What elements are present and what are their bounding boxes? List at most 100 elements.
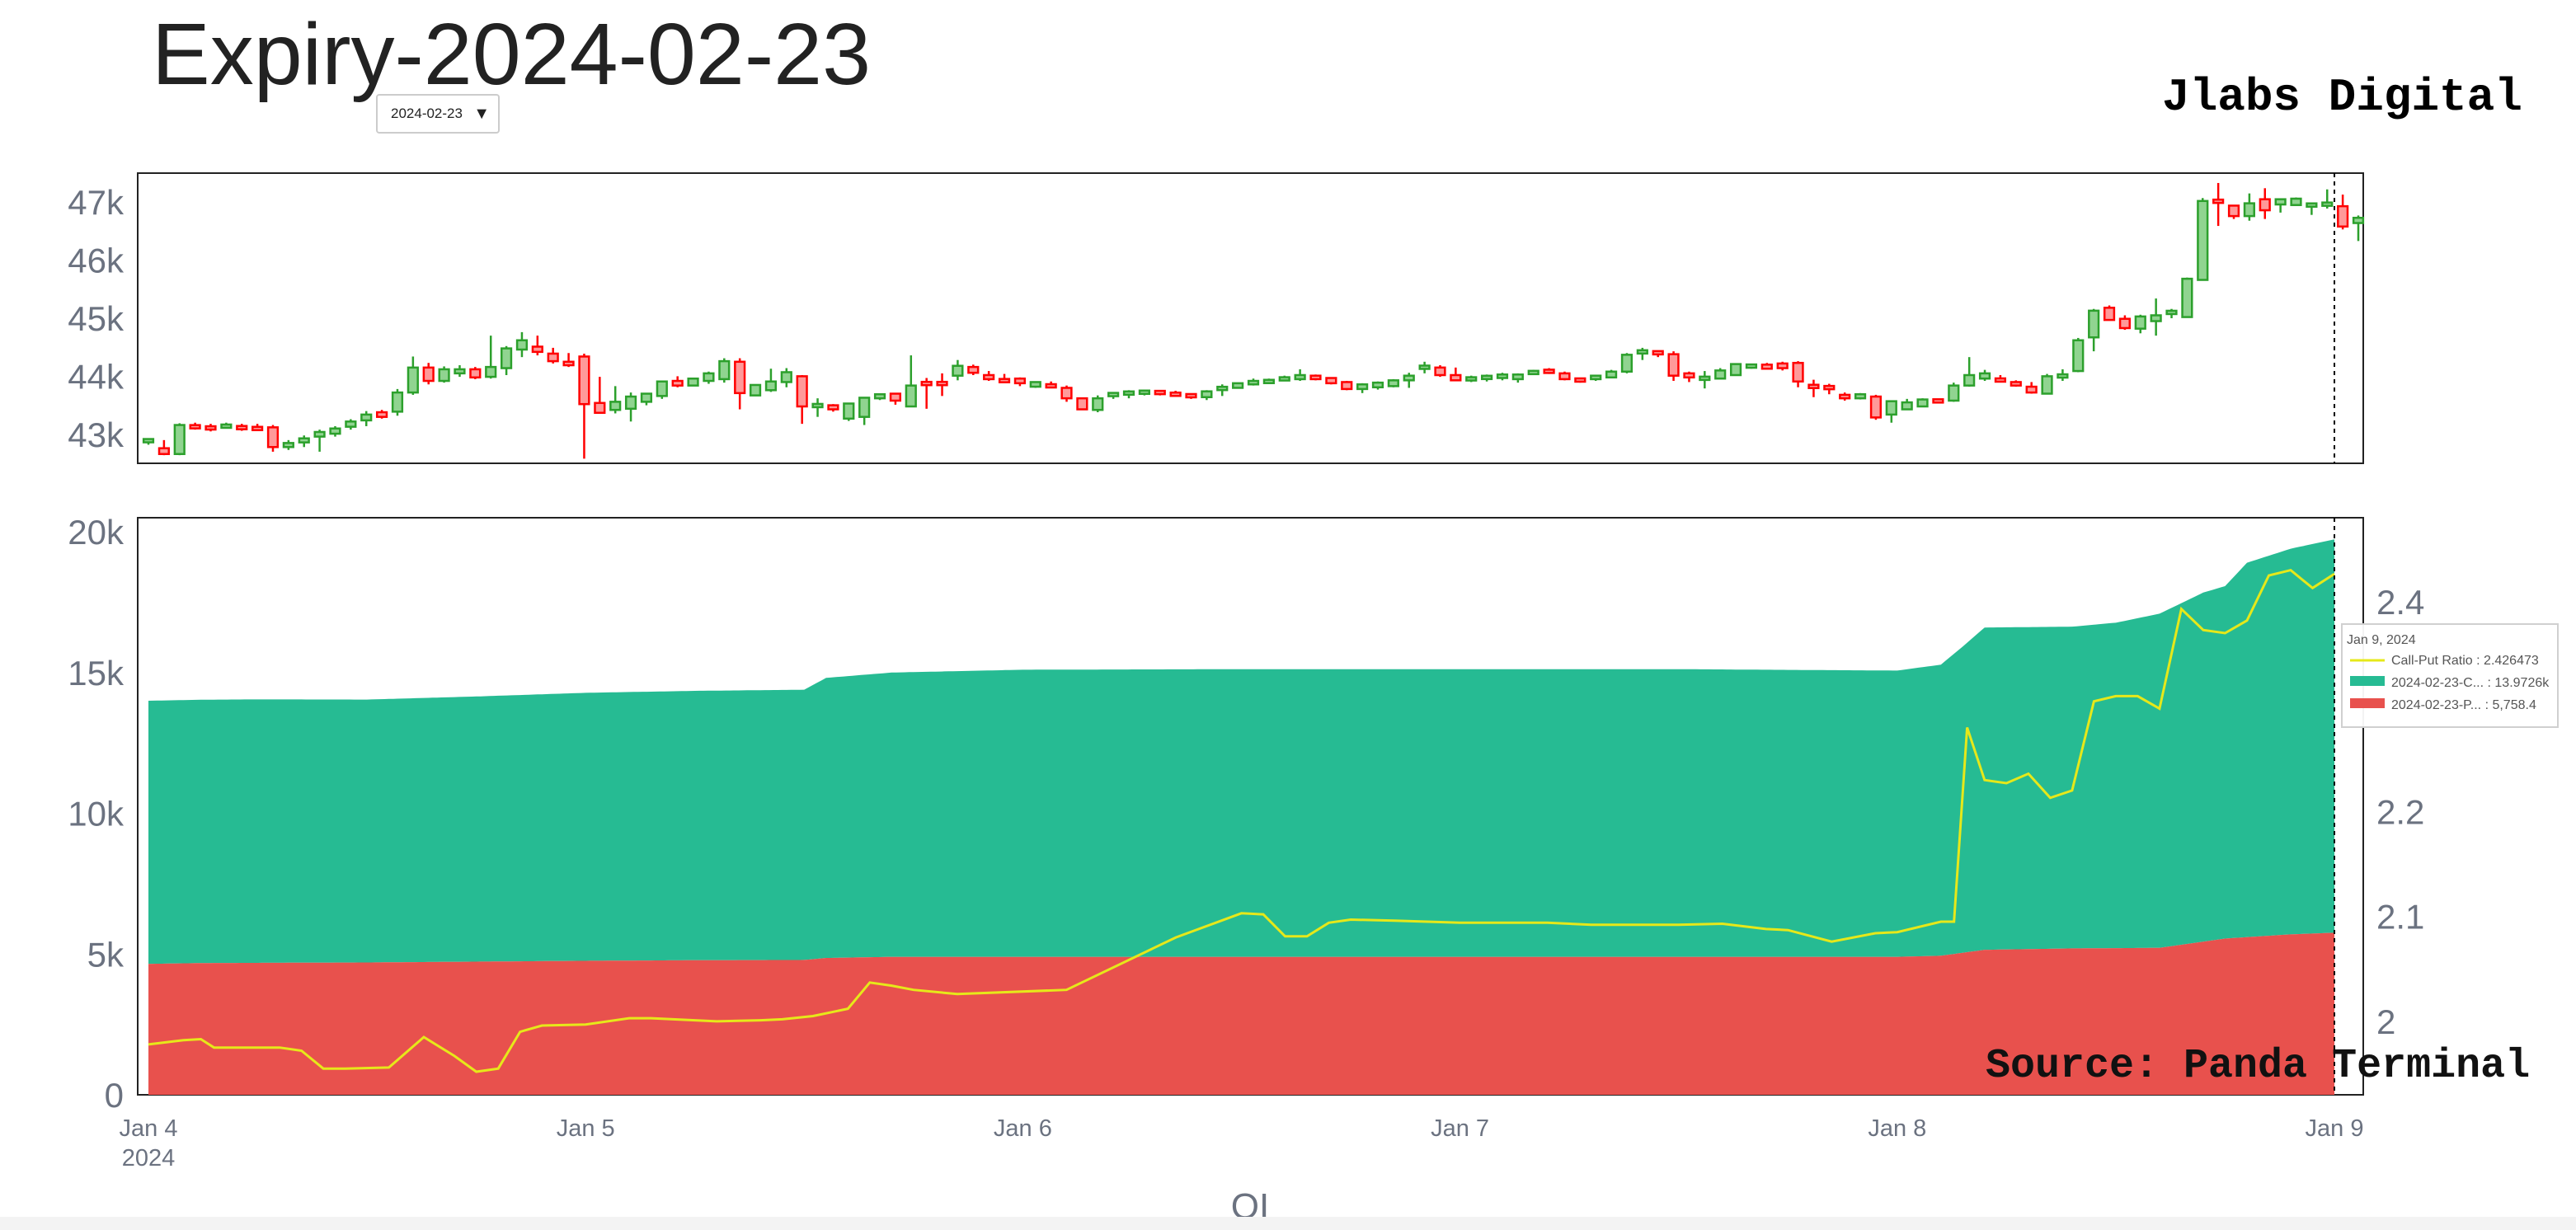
candle-body: [1450, 373, 1462, 382]
candle-body: [2010, 381, 2022, 387]
candle: [1916, 398, 1929, 408]
candle-body: [1901, 401, 1913, 411]
candle: [266, 425, 280, 452]
candle-body: [1154, 389, 1166, 396]
candle: [329, 425, 341, 437]
candle: [562, 353, 575, 368]
date-tick-label: Jan 6: [994, 1115, 1052, 1142]
candle-body: [1558, 372, 1571, 381]
candle-body: [2212, 198, 2225, 204]
candle: [703, 371, 715, 384]
candle: [2088, 308, 2100, 352]
candle: [2118, 315, 2132, 331]
ratio-right-tick-label: 2.1: [2376, 898, 2424, 937]
candle: [236, 424, 248, 431]
candle: [858, 397, 871, 425]
candle: [531, 336, 543, 356]
candle: [142, 438, 155, 445]
candle: [1901, 398, 1913, 411]
candle-body: [1325, 377, 1337, 385]
candle-body: [578, 355, 590, 406]
candle-body: [1729, 363, 1742, 377]
hover-tooltip-row: Call-Put Ratio : 2.426473: [2391, 654, 2539, 668]
candle-body: [266, 426, 280, 448]
candle: [1636, 347, 1648, 360]
candle: [360, 411, 373, 426]
candle-body: [2181, 277, 2193, 318]
candle-body: [764, 380, 778, 392]
candle: [1714, 368, 1727, 380]
candle: [640, 392, 653, 406]
date-tick-label: Jan 5: [557, 1115, 615, 1142]
price-tick-label: 44k: [68, 357, 125, 396]
candle-body: [1107, 392, 1120, 397]
candle: [298, 435, 310, 448]
candle-body: [1667, 353, 1680, 377]
candle-body: [998, 378, 1011, 383]
candle-body: [1652, 350, 1664, 356]
candle-body: [1216, 385, 1229, 392]
candle-body: [454, 368, 466, 375]
candle: [2057, 369, 2069, 382]
candle: [375, 410, 388, 419]
candle: [438, 366, 450, 383]
candle: [1013, 377, 1027, 387]
candle-body: [2057, 373, 2069, 379]
candle: [873, 392, 886, 401]
candle-body: [1232, 382, 1244, 389]
page-title: Expiry-2024-02-23: [152, 6, 872, 103]
candle-body: [656, 380, 668, 397]
hover-swatch-area: [2350, 676, 2385, 686]
candle: [2259, 188, 2271, 219]
candle: [1309, 374, 1322, 381]
candle-body: [703, 372, 715, 383]
candle-body: [282, 442, 294, 448]
candle-body: [2165, 309, 2178, 316]
candle-body: [920, 380, 933, 387]
candle-body: [1978, 372, 1991, 380]
candle: [1667, 351, 1680, 382]
candle: [220, 422, 233, 430]
candle-body: [1138, 389, 1150, 396]
candle: [2227, 204, 2240, 219]
candle-body: [2259, 198, 2271, 212]
candle-body: [843, 402, 855, 420]
price-tick-label: 47k: [68, 183, 125, 222]
ratio-right-tick-label: 2.2: [2376, 792, 2424, 831]
candle: [251, 424, 264, 432]
candle-body: [251, 425, 264, 432]
candle: [656, 380, 668, 399]
candle-body: [2243, 202, 2255, 218]
candle-body: [500, 347, 513, 369]
hover-tooltip-date: Jan 9, 2024: [2347, 633, 2416, 647]
candle: [2150, 298, 2162, 336]
candle-body: [2103, 307, 2116, 322]
candle: [282, 439, 294, 450]
candle: [2165, 308, 2178, 318]
expiry-select[interactable]: 2024-02-23 ▼: [376, 94, 500, 134]
candle-body: [1294, 373, 1306, 381]
candle-body: [952, 364, 964, 377]
candle: [609, 386, 622, 414]
call-put-ratio-line: [148, 568, 2335, 1073]
candle: [2134, 314, 2146, 334]
candle-body: [1092, 397, 1104, 411]
candle-body: [796, 375, 808, 408]
candle-body: [1465, 376, 1478, 382]
candle: [1745, 363, 1758, 369]
candle-body: [734, 360, 746, 395]
candle: [1045, 381, 1057, 389]
candle: [749, 383, 762, 397]
candle-body: [157, 447, 170, 455]
candle: [1356, 383, 1369, 393]
candle: [469, 367, 482, 379]
candle: [1262, 378, 1275, 384]
candle: [1699, 371, 1711, 389]
candle: [1994, 374, 2007, 383]
candle-body: [1403, 374, 1415, 382]
candle: [204, 424, 217, 432]
oi-left-tick-label: 0: [105, 1076, 124, 1115]
candle: [485, 336, 497, 379]
candle-body: [438, 368, 450, 383]
